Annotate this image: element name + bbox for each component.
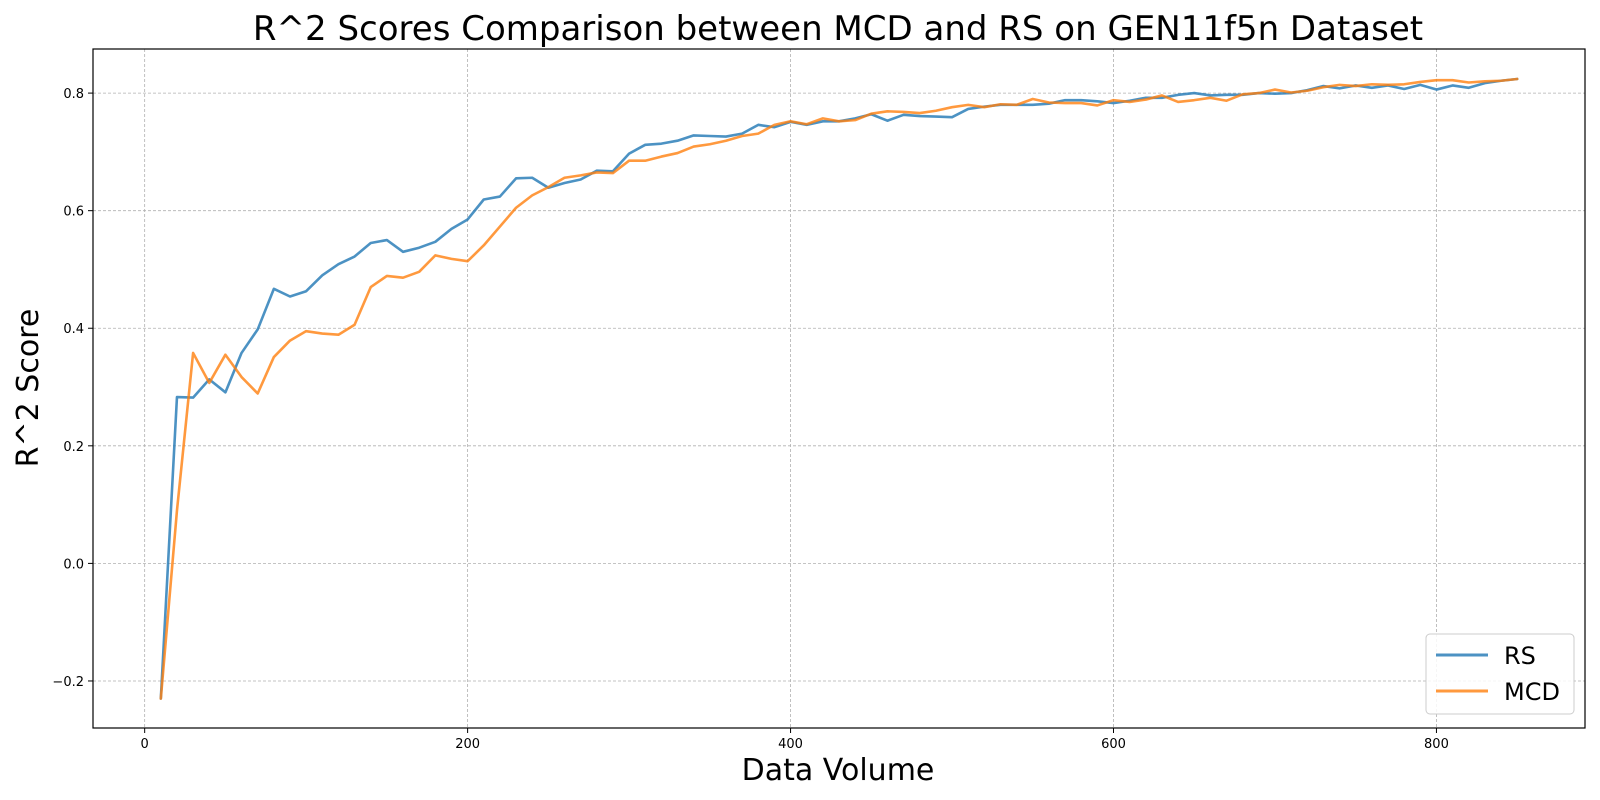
y-tick-label: 0.0 xyxy=(63,557,84,572)
x-axis-label: Data Volume xyxy=(742,753,935,788)
legend-label-mcd: MCD xyxy=(1504,678,1560,706)
y-tick-label: 0.4 xyxy=(63,322,84,337)
y-tick-label: 0.6 xyxy=(63,205,84,220)
y-axis-label: R^2 Score xyxy=(11,309,46,468)
plot-area-frame xyxy=(92,48,1586,729)
x-tick-label: 600 xyxy=(1101,737,1126,752)
grid-lines xyxy=(93,49,1585,728)
chart-title: R^2 Scores Comparison between MCD and RS… xyxy=(253,9,1423,49)
axis-ticks: 0 200 400 600 800 −0.2 0.0 0.2 0.4 0.6 0.8 xyxy=(52,87,1448,752)
legend-label-rs: RS xyxy=(1504,642,1536,670)
x-tick-label: 0 xyxy=(141,737,149,752)
x-tick-label: 400 xyxy=(778,737,803,752)
x-tick-label: 200 xyxy=(455,737,480,752)
series-lines xyxy=(159,77,1519,700)
y-tick-label: −0.2 xyxy=(52,675,84,690)
y-tick-label: 0.8 xyxy=(63,87,84,102)
x-tick-label: 800 xyxy=(1424,737,1449,752)
series-line-mcd xyxy=(159,77,1519,700)
legend: RS MCD xyxy=(1425,633,1575,715)
y-tick-label: 0.2 xyxy=(63,440,84,455)
